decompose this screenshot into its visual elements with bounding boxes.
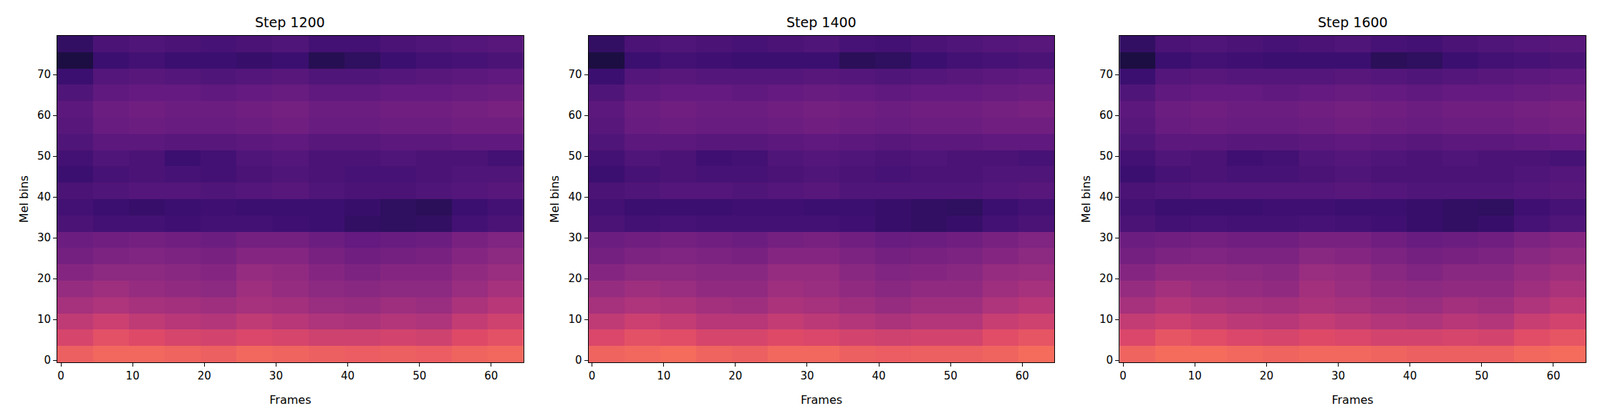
svg-text:10: 10 — [1099, 312, 1113, 326]
svg-text:60: 60 — [1015, 369, 1030, 383]
svg-text:20: 20 — [567, 272, 582, 286]
svg-text:30: 30 — [1331, 369, 1346, 383]
svg-text:20: 20 — [728, 369, 742, 383]
svg-text:Frames: Frames — [1331, 393, 1373, 407]
svg-text:60: 60 — [37, 108, 51, 122]
svg-text:50: 50 — [1474, 369, 1489, 383]
svg-text:10: 10 — [126, 369, 140, 383]
svg-text:10: 10 — [1188, 369, 1202, 383]
svg-text:Mel bins: Mel bins — [547, 175, 562, 223]
svg-text:40: 40 — [1099, 190, 1113, 204]
svg-text:50: 50 — [943, 369, 958, 383]
svg-text:0: 0 — [1106, 353, 1114, 367]
svg-text:60: 60 — [1099, 108, 1113, 122]
svg-text:60: 60 — [484, 369, 498, 383]
svg-text:20: 20 — [197, 369, 212, 383]
svg-text:Frames: Frames — [269, 393, 311, 407]
svg-text:0: 0 — [1119, 369, 1127, 383]
svg-text:Step 1200: Step 1200 — [254, 14, 326, 31]
svg-text:30: 30 — [800, 369, 814, 383]
svg-text:20: 20 — [1099, 272, 1113, 286]
svg-text:60: 60 — [1546, 369, 1560, 383]
svg-text:40: 40 — [340, 369, 355, 383]
svg-text:50: 50 — [1099, 149, 1113, 163]
svg-text:40: 40 — [1403, 369, 1417, 383]
svg-text:Mel bins: Mel bins — [1079, 175, 1093, 223]
svg-text:50: 50 — [37, 149, 51, 163]
svg-text:0: 0 — [588, 369, 596, 383]
svg-text:10: 10 — [656, 369, 671, 383]
svg-text:40: 40 — [872, 369, 886, 383]
svg-text:10: 10 — [567, 312, 582, 326]
svg-text:Step 1600: Step 1600 — [1317, 14, 1389, 31]
svg-text:30: 30 — [37, 231, 51, 245]
svg-text:70: 70 — [567, 68, 582, 81]
svg-text:10: 10 — [37, 312, 51, 326]
svg-text:30: 30 — [269, 369, 283, 383]
svg-text:Frames: Frames — [800, 393, 843, 407]
svg-text:20: 20 — [1259, 369, 1274, 383]
svg-text:30: 30 — [1099, 231, 1113, 245]
svg-text:0: 0 — [43, 353, 51, 367]
svg-text:0: 0 — [57, 369, 65, 383]
svg-text:50: 50 — [567, 149, 582, 163]
svg-text:40: 40 — [37, 190, 51, 204]
svg-text:40: 40 — [567, 190, 582, 204]
svg-text:70: 70 — [37, 68, 51, 81]
svg-text:0: 0 — [575, 353, 583, 367]
svg-text:60: 60 — [567, 108, 582, 122]
svg-text:30: 30 — [567, 231, 582, 245]
svg-text:50: 50 — [412, 369, 427, 383]
svg-text:Mel bins: Mel bins — [17, 175, 31, 223]
svg-text:70: 70 — [1099, 68, 1113, 81]
svg-text:20: 20 — [37, 272, 51, 286]
svg-text:Step 1400: Step 1400 — [786, 14, 857, 31]
